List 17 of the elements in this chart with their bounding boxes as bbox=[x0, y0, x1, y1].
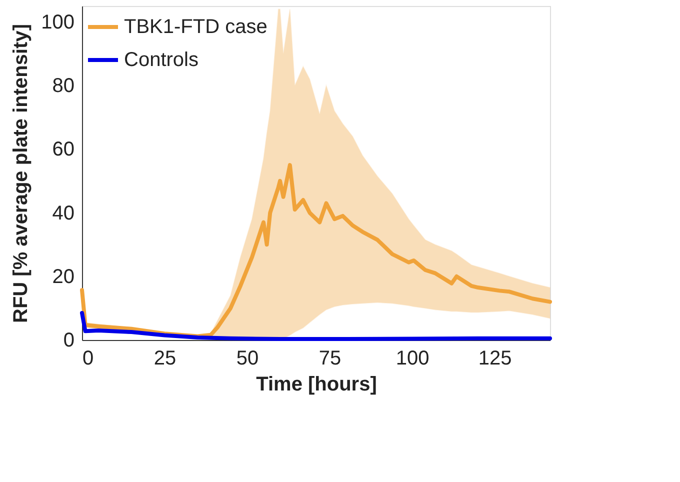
y-tick-label: 80 bbox=[52, 75, 74, 98]
y-axis-title: RFU [% average plate intensity] bbox=[10, 24, 32, 323]
x-tick-label: 0 bbox=[82, 348, 94, 370]
x-axis-title: Time [hours] bbox=[256, 374, 377, 396]
x-tick-label: 25 bbox=[154, 348, 176, 370]
x-tick-label: 75 bbox=[318, 348, 342, 370]
x-tick-label: 50 bbox=[236, 348, 259, 370]
x-tick-label: 125 bbox=[478, 348, 512, 370]
legend-label: Controls bbox=[124, 49, 198, 71]
y-tick-label: 60 bbox=[52, 138, 74, 161]
y-tick-label: 0 bbox=[63, 330, 74, 352]
line-series bbox=[80, 163, 552, 338]
y-tick-label: 40 bbox=[52, 202, 74, 224]
legend-label: TBK1-FTD case bbox=[124, 16, 268, 38]
y-tick-label: 100 bbox=[41, 11, 74, 34]
y-tick-label: 20 bbox=[52, 266, 74, 288]
x-tick-label: 100 bbox=[396, 348, 430, 370]
